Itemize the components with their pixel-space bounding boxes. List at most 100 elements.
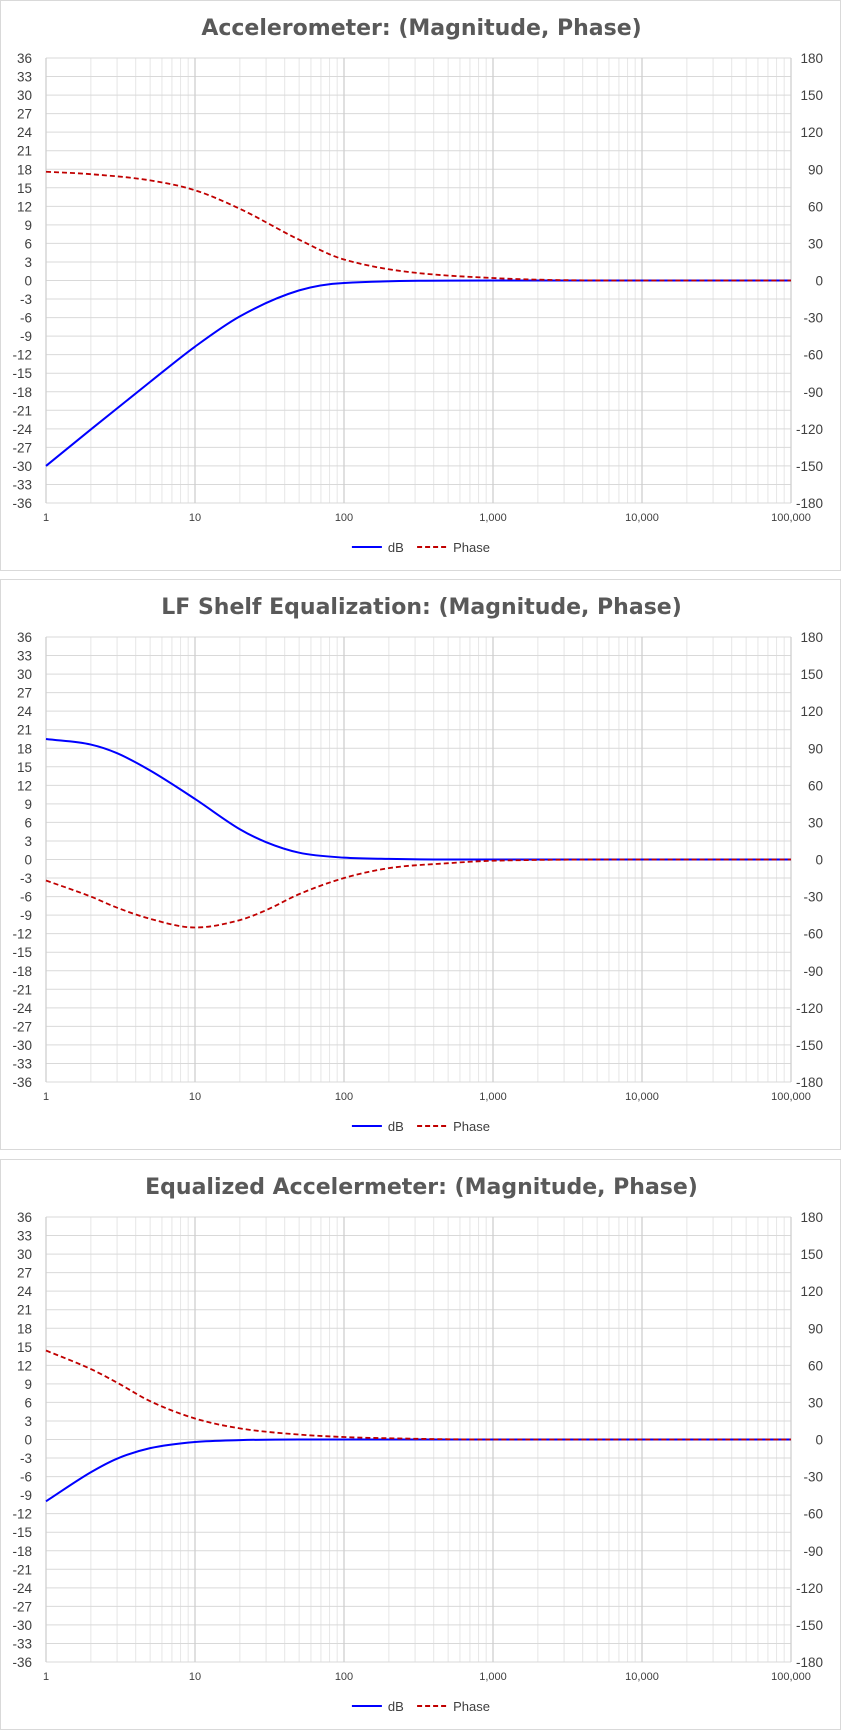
- x-tick-label: 10,000: [625, 1671, 659, 1683]
- y-tick-label: -9: [20, 1488, 32, 1503]
- y-tick-label: 6: [24, 1395, 32, 1410]
- x-tick-label: 100: [335, 1671, 353, 1683]
- chart-panel-equalized: Equalized Accelermeter: (Magnitude, Phas…: [0, 1159, 841, 1730]
- y-tick-label: 21: [17, 1303, 32, 1318]
- y-tick-label: -27: [12, 440, 32, 455]
- y-tick-label: -30: [12, 1618, 32, 1633]
- y2-tick-label: 180: [800, 630, 823, 645]
- y2-tick-label: 60: [808, 778, 823, 793]
- y-tick-label: -33: [12, 477, 32, 492]
- y-tick-label: -24: [12, 1001, 32, 1016]
- y2-tick-label: -150: [796, 459, 823, 474]
- x-tick-label: 100,000: [771, 512, 811, 524]
- y-tick-label: 0: [24, 274, 32, 289]
- y2-tick-label: -120: [796, 1581, 823, 1596]
- y-tick-label: 30: [17, 1247, 32, 1262]
- series-line-db: [45, 1438, 791, 1503]
- y2-tick-label: 120: [800, 125, 823, 140]
- y-tick-label: 0: [24, 1433, 32, 1448]
- x-tick-label: 100: [335, 1091, 353, 1103]
- legend: dB Phase: [351, 1119, 490, 1134]
- x-tick-label: 10,000: [625, 512, 659, 524]
- y-tick-label: 24: [17, 704, 33, 719]
- legend: dB Phase: [351, 540, 490, 555]
- y2-tick-label: 0: [815, 853, 823, 868]
- grid: [45, 636, 792, 1083]
- y-tick-label: 24: [17, 125, 33, 140]
- y2-tick-label: 150: [800, 88, 823, 103]
- legend-label-phase: Phase: [453, 540, 490, 555]
- y-tick-label: -15: [12, 366, 32, 381]
- y-tick-label: -9: [20, 908, 32, 923]
- y2-tick-label: 120: [800, 704, 823, 719]
- y2-tick-label: -90: [803, 385, 823, 400]
- y-tick-label: 27: [17, 107, 32, 122]
- y2-tick-label: -120: [796, 422, 823, 437]
- y2-tick-label: -150: [796, 1038, 823, 1053]
- y-tick-label: -36: [12, 1075, 32, 1090]
- chart-accelerometer: Accelerometer: (Magnitude, Phase) 36 33 30 2…: [12, 16, 823, 555]
- y-tick-label: 9: [24, 797, 32, 812]
- x-tick-label: 10,000: [625, 1091, 659, 1103]
- y-tick-label: -12: [12, 348, 32, 363]
- y2-tick-label: -180: [796, 1655, 823, 1670]
- y2-tick-label: 30: [808, 1395, 823, 1410]
- y2-tick-label: -90: [803, 1544, 823, 1559]
- y2-tick-label: 30: [808, 236, 823, 251]
- chart-panel-lf-shelf: LF Shelf Equalization: (Magnitude, Phase…: [0, 579, 841, 1150]
- chart-title: Accelerometer: (Magnitude, Phase): [201, 16, 641, 41]
- y-tick-label: -3: [20, 871, 32, 886]
- legend-label-db: dB: [388, 1699, 404, 1714]
- y-tick-label: 33: [17, 649, 32, 664]
- y-tick-label: -3: [20, 1451, 32, 1466]
- y-tick-label: -18: [12, 385, 32, 400]
- y2-tick-label: -180: [796, 496, 823, 511]
- y-tick-label: 15: [17, 181, 32, 196]
- x-tick-label: 1,000: [479, 1091, 507, 1103]
- x-tick-label: 1,000: [479, 512, 507, 524]
- y2-tick-label: 30: [808, 815, 823, 830]
- legend-label-phase: Phase: [453, 1119, 490, 1134]
- y-tick-label: 6: [24, 236, 32, 251]
- y2-tick-label: -30: [803, 1470, 823, 1485]
- series-line-phase: [45, 170, 791, 282]
- y-tick-label: 33: [17, 1229, 32, 1244]
- y-tick-label: 18: [17, 1321, 32, 1336]
- y2-tick-label: 150: [800, 667, 823, 682]
- y2-tick-label: -120: [796, 1001, 823, 1016]
- chart-title: Equalized Accelermeter: (Magnitude, Phas…: [145, 1175, 698, 1200]
- y-tick-label: 12: [17, 1358, 32, 1373]
- y-tick-label: -9: [20, 329, 32, 344]
- y-tick-label: 9: [24, 218, 32, 233]
- y-tick-label: 12: [17, 778, 32, 793]
- y-tick-label: -24: [12, 1581, 32, 1596]
- y2-tick-label: 0: [815, 274, 823, 289]
- y2-tick-label: -30: [803, 890, 823, 905]
- chart-panel-accelerometer: Accelerometer: (Magnitude, Phase) 36 33 30 2…: [0, 0, 841, 571]
- y2-tick-label: 180: [800, 51, 823, 66]
- y-tick-label: 15: [17, 760, 32, 775]
- x-tick-label: 100: [335, 512, 353, 524]
- y-tick-label: 36: [17, 630, 32, 645]
- grid: [45, 57, 792, 504]
- y-tick-label: -15: [12, 1525, 32, 1540]
- y-tick-label: -21: [12, 1562, 32, 1577]
- y-tick-label: 36: [17, 51, 32, 66]
- x-tick-label: 100,000: [771, 1671, 811, 1683]
- y-tick-label: -36: [12, 1655, 32, 1670]
- y2-tick-label: -60: [803, 927, 823, 942]
- y2-tick-label: -150: [796, 1618, 823, 1633]
- y-tick-label: -12: [12, 1507, 32, 1522]
- y-tick-label: -30: [12, 1038, 32, 1053]
- y2-tick-label: 60: [808, 1358, 823, 1373]
- y-tick-label: -21: [12, 982, 32, 997]
- y-tick-label: 3: [24, 834, 32, 849]
- y-tick-label: 33: [17, 70, 32, 85]
- y-tick-label: 36: [17, 1210, 32, 1225]
- x-tick-label: 10: [189, 1671, 201, 1683]
- y2-tick-label: -30: [803, 311, 823, 326]
- series-line-phase: [45, 858, 791, 929]
- legend-label-phase: Phase: [453, 1699, 490, 1714]
- y-tick-label: 6: [24, 815, 32, 830]
- x-tick-label: 10: [189, 1091, 201, 1103]
